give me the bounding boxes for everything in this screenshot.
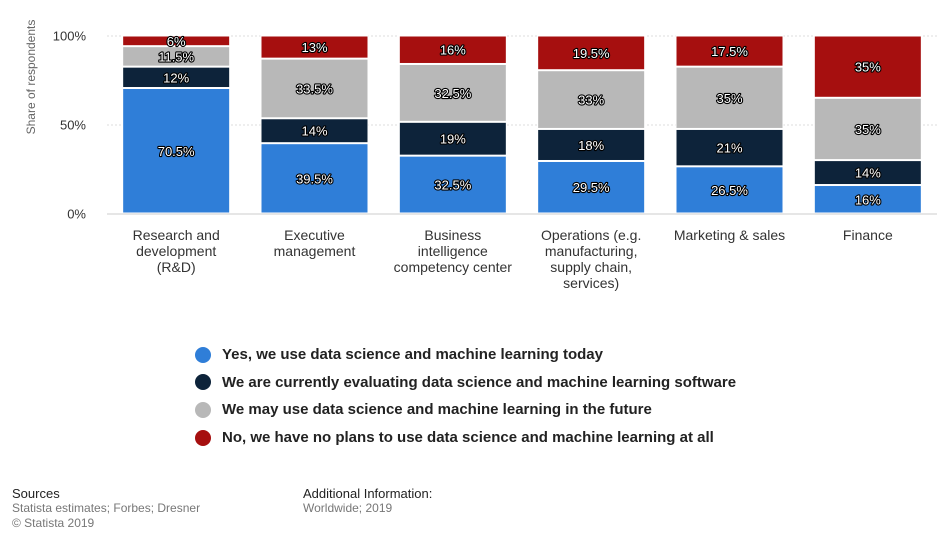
data-label-3-0: 6%: [167, 34, 186, 49]
bar-segment-3-2: [398, 35, 507, 64]
data-label-1-4: 21%: [716, 141, 742, 156]
bar-segment-0-4: [675, 166, 784, 214]
data-label-1-1: 14%: [301, 124, 327, 139]
bar-segment-1-5: [813, 160, 922, 186]
additional-info-text: Worldwide; 2019: [303, 501, 393, 515]
bar-segment-0-2: [398, 155, 507, 214]
data-label-1-0: 12%: [163, 70, 189, 85]
data-label-3-5: 35%: [855, 60, 881, 75]
y-tick-label-0: 0%: [67, 207, 86, 222]
bar-segment-1-2: [398, 121, 507, 156]
data-label-3-4: 17.5%: [711, 44, 748, 59]
x-tick-label-3-0: Operations (e.g.: [541, 227, 641, 243]
data-label-3-1: 13%: [301, 40, 327, 55]
legend-item-3[interactable]: No, we have no plans to use data science…: [195, 424, 736, 452]
legend-marker-2: [195, 401, 211, 418]
data-label-1-3: 18%: [578, 138, 604, 153]
x-tick-label-3-3: services): [563, 275, 619, 291]
bar-segment-1-1: [260, 118, 369, 144]
data-label-1-2: 19%: [440, 132, 466, 147]
legend-label-1: We are currently evaluating data science…: [222, 373, 737, 391]
sources-heading[interactable]: Sources: [12, 486, 60, 501]
bar-segment-3-1: [260, 35, 369, 59]
legend-marker-0: [195, 346, 211, 363]
data-label-0-3: 29.5%: [573, 180, 610, 195]
data-label-3-2: 16%: [440, 43, 466, 58]
x-tick-label-3-2: supply chain,: [550, 259, 632, 275]
bar-segment-0-3: [537, 160, 646, 214]
data-label-2-4: 35%: [716, 91, 742, 106]
data-label-2-3: 33%: [578, 93, 604, 108]
sources-block: Sources Statista estimates; Forbes; Dres…: [12, 486, 200, 531]
bar-segment-2-3: [537, 70, 646, 129]
legend-item-2[interactable]: We may use data science and machine lear…: [195, 396, 736, 424]
data-label-2-1: 33.5%: [296, 81, 333, 96]
stacked-bar-chart: 0% 50% 100% Share of respondents 70.5% 12% 11.…: [24, 20, 937, 291]
x-tick-label-2-2: competency center: [394, 259, 513, 275]
y-tick-label-1: 50%: [60, 118, 86, 133]
data-label-0-2: 32.5%: [434, 178, 471, 193]
data-label-0-5: 16%: [855, 192, 881, 207]
x-tick-label-3-1: manufacturing,: [545, 243, 638, 259]
data-label-2-2: 32.5%: [434, 86, 471, 101]
y-axis-label: Share of respondents: [24, 20, 38, 135]
x-tick-label-0-0: Research and: [133, 227, 220, 243]
bar-segment-1-3: [537, 128, 646, 161]
additional-info-block: Additional Information: Worldwide; 2019: [303, 486, 432, 516]
bar-segment-2-1: [260, 58, 369, 119]
data-label-0-1: 39.5%: [296, 171, 333, 186]
bar-segment-3-5: [813, 35, 922, 98]
legend-marker-3: [195, 429, 211, 446]
legend-label-0: Yes, we use data science and machine lea…: [222, 346, 603, 364]
data-label-2-0: 11.5%: [158, 49, 194, 64]
legend-label-3: No, we have no plans to use data science…: [222, 429, 714, 447]
bar-segment-3-3: [537, 35, 646, 71]
legend-item-1[interactable]: We are currently evaluating data science…: [195, 369, 736, 397]
additional-info-heading[interactable]: Additional Information:: [303, 486, 433, 501]
bar-segment-3-0: [122, 35, 231, 47]
data-label-3-3: 19.5%: [573, 46, 610, 61]
legend-item-0[interactable]: Yes, we use data science and machine lea…: [195, 341, 736, 369]
bar-segment-2-2: [398, 63, 507, 122]
sources-text: Statista estimates; Forbes; Dresner: [12, 501, 201, 515]
bar-segment-3-4: [675, 35, 784, 67]
bar-segment-2-0: [122, 46, 231, 67]
x-tick-label-0-1: development: [136, 243, 216, 259]
data-label-0-4: 26.5%: [711, 183, 748, 198]
copyright-text: © Statista 2019: [12, 516, 95, 530]
x-tick-label-2-0: Business: [424, 227, 481, 243]
x-tick-label-0-2: (R&D): [157, 259, 196, 275]
x-tick-label-4-0: Marketing & sales: [674, 227, 785, 243]
bar-segment-0-0: [122, 88, 231, 214]
x-tick-label-5-0: Finance: [843, 227, 893, 243]
bar-segment-1-4: [675, 128, 784, 167]
legend: Yes, we use data science and machine lea…: [195, 341, 736, 451]
data-label-2-5: 35%: [855, 122, 881, 137]
x-tick-label-1-0: Executive: [284, 227, 345, 243]
bar-segment-0-1: [260, 143, 369, 214]
bar-segment-2-4: [675, 66, 784, 129]
data-label-1-5: 14%: [855, 166, 881, 181]
bar-segment-2-5: [813, 97, 922, 161]
y-tick-label-2: 100%: [53, 29, 87, 44]
bar-segment-0-5: [813, 185, 922, 214]
legend-label-2: We may use data science and machine lear…: [222, 401, 652, 419]
x-tick-label-2-1: intelligence: [418, 243, 488, 259]
bar-segment-1-0: [122, 66, 231, 89]
legend-marker-1: [195, 374, 211, 391]
data-label-0-0: 70.5%: [158, 144, 195, 159]
x-tick-label-1-1: management: [274, 243, 356, 259]
